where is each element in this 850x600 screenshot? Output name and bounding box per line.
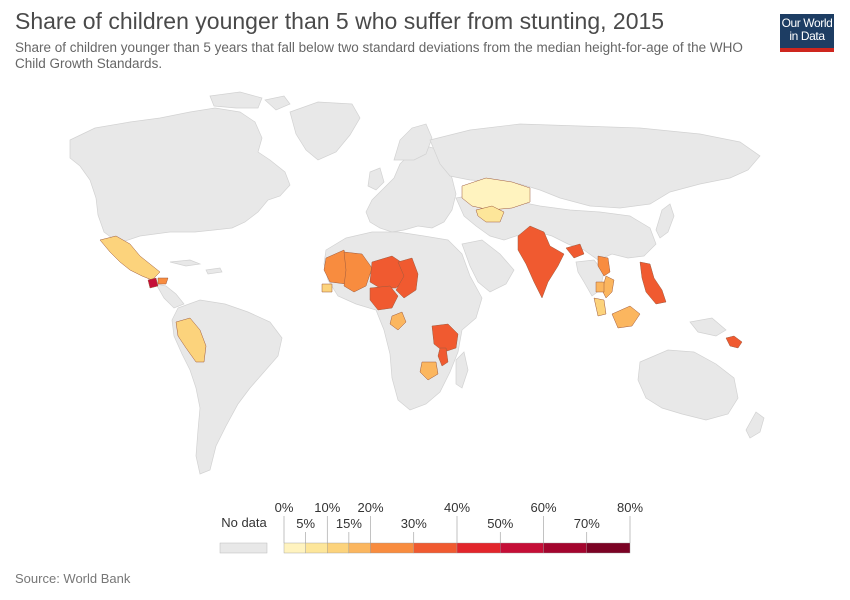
- country-honduras[interactable]: [157, 277, 169, 285]
- legend-no-data-swatch: [219, 542, 268, 554]
- japan: [655, 203, 675, 239]
- country-solomon-islands[interactable]: [725, 335, 743, 349]
- papua-new-guinea: [689, 317, 727, 337]
- uk-ireland: [367, 167, 385, 191]
- country-philippines[interactable]: [639, 261, 667, 305]
- asia-middle-landmass: [455, 193, 657, 261]
- arabian-peninsula: [461, 239, 515, 293]
- country-laos[interactable]: [597, 255, 611, 277]
- country-cambodia[interactable]: [595, 281, 605, 293]
- country-malaysia[interactable]: [593, 297, 607, 317]
- legend-bin-5-10: [305, 542, 328, 554]
- country-nigeria[interactable]: [369, 285, 399, 311]
- legend-tick-label: 50%: [487, 516, 513, 531]
- australia: [637, 349, 739, 421]
- legend-tick-label: 20%: [357, 500, 383, 515]
- new-zealand: [745, 411, 765, 439]
- legend-ticks-top: 0% 10% 20% 40% 60% 80%: [275, 500, 643, 543]
- legend-tick-label: 60%: [530, 500, 556, 515]
- north-america-landmass: [69, 107, 291, 243]
- country-mali[interactable]: [343, 251, 373, 293]
- country-chad[interactable]: [395, 257, 419, 299]
- country-turkmenistan[interactable]: [475, 205, 505, 223]
- country-kazakhstan[interactable]: [461, 177, 531, 211]
- countries-with-data: [99, 177, 743, 381]
- country-peru[interactable]: [175, 317, 207, 363]
- country-senegal[interactable]: [321, 283, 333, 293]
- country-zimbabwe[interactable]: [419, 361, 439, 381]
- country-guatemala[interactable]: [147, 277, 159, 289]
- country-india[interactable]: [517, 225, 565, 299]
- legend-tick-label: 30%: [401, 516, 427, 531]
- country-malawi[interactable]: [437, 347, 449, 367]
- chart-subtitle: Share of children younger than 5 years t…: [15, 40, 743, 71]
- legend-bin-20-30: [370, 542, 414, 554]
- legend-bin-10-15: [327, 542, 350, 554]
- legend-tick-label: 10%: [314, 500, 340, 515]
- scandinavia: [393, 123, 433, 161]
- chart-title: Share of children younger than 5 who suf…: [15, 8, 665, 34]
- canadian-arctic-islands: [209, 91, 291, 111]
- legend-bin-0-5: [283, 542, 306, 554]
- legend-tick-label: 15%: [336, 516, 362, 531]
- logo-line-1: Our World: [781, 16, 833, 30]
- central-america: [155, 283, 185, 309]
- legend-bin-30-40: [413, 542, 458, 554]
- legend-tick-label: 40%: [444, 500, 470, 515]
- world-map: [69, 91, 765, 475]
- legend-tick-label: 5%: [296, 516, 315, 531]
- madagascar: [455, 351, 469, 389]
- legend-bin-60-70: [543, 542, 587, 554]
- legend-bin-70-80: [586, 542, 631, 554]
- legend-tick-label: 0%: [275, 500, 294, 515]
- source-note: Source: World Bank: [15, 571, 131, 586]
- country-mexico[interactable]: [99, 235, 161, 281]
- country-gabon[interactable]: [389, 311, 407, 331]
- country-tanzania[interactable]: [431, 323, 459, 353]
- greenland: [289, 101, 361, 161]
- legend-bin-15-20: [348, 542, 371, 554]
- country-indonesia[interactable]: [611, 305, 641, 329]
- logo-line-2: in Data: [789, 29, 825, 43]
- owid-logo[interactable]: Our World in Data: [780, 14, 834, 51]
- logo-accent-bar: [780, 48, 834, 52]
- legend-no-data-label: No data: [221, 515, 267, 530]
- legend-ticks-bottom: 5% 15% 30% 50% 70%: [296, 516, 600, 543]
- legend-bins: [283, 542, 631, 554]
- legend-tick-label: 80%: [617, 500, 643, 515]
- legend-bin-50-60: [500, 542, 544, 554]
- caribbean-islands: [169, 259, 223, 275]
- country-bangladesh[interactable]: [565, 243, 585, 259]
- legend-tick-label: 70%: [574, 516, 600, 531]
- legend-bin-40-50: [456, 542, 501, 554]
